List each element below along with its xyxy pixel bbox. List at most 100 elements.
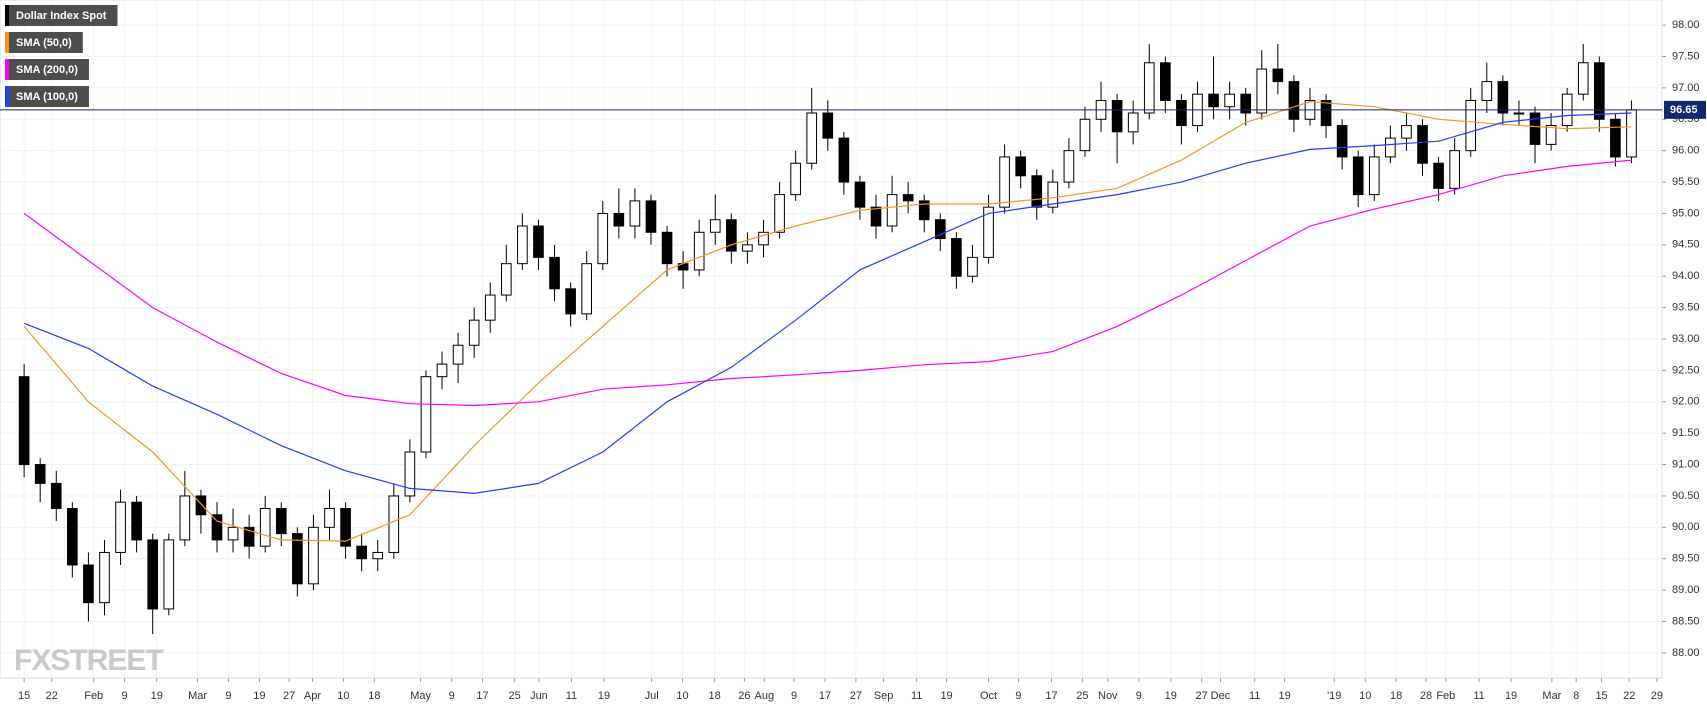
x-tick-label: 11 bbox=[911, 690, 922, 702]
candle-body bbox=[742, 244, 753, 252]
candle-body bbox=[372, 551, 384, 560]
candle-body bbox=[500, 263, 512, 296]
x-tick-label: 22 bbox=[46, 690, 58, 702]
candle-body bbox=[1497, 81, 1509, 114]
candle-body bbox=[436, 363, 448, 378]
candle-body bbox=[1385, 137, 1396, 158]
x-tick-label: 10 bbox=[337, 690, 349, 702]
candle-body bbox=[1256, 68, 1268, 114]
candle-body bbox=[1111, 99, 1123, 133]
y-tick-label: 95.50 bbox=[1672, 176, 1700, 188]
x-tick-label: 18 bbox=[709, 690, 721, 702]
x-tick-label: 22 bbox=[1623, 690, 1635, 702]
x-tick-label: 8 bbox=[1573, 690, 1579, 702]
candle-body bbox=[709, 219, 721, 233]
candle-body bbox=[693, 231, 705, 271]
x-tick-label: Dec bbox=[1211, 690, 1231, 702]
x-tick-label: Nov bbox=[1098, 690, 1118, 702]
candle-body bbox=[581, 263, 593, 315]
y-tick-label: 98.00 bbox=[1672, 19, 1700, 31]
legend-box bbox=[5, 32, 83, 53]
x-tick-label: 9 bbox=[122, 690, 128, 702]
legend-label: SMA (200,0) bbox=[16, 64, 78, 76]
y-tick-label: 93.00 bbox=[1672, 333, 1700, 345]
x-tick-label: 17 bbox=[819, 690, 831, 702]
candle-body bbox=[597, 212, 609, 265]
x-tick-label: 29 bbox=[1651, 690, 1663, 702]
x-tick-label: Feb bbox=[84, 690, 103, 702]
x-tick-label: 9 bbox=[449, 690, 455, 702]
candle-body bbox=[629, 200, 641, 227]
candle-body bbox=[967, 256, 978, 277]
x-tick-label: 9 bbox=[1136, 690, 1142, 702]
watermark: FXSTREET bbox=[14, 644, 163, 677]
candle-body bbox=[1577, 62, 1589, 95]
y-tick-label: 94.00 bbox=[1672, 270, 1700, 282]
x-tick-label: 17 bbox=[476, 690, 488, 702]
candle-body bbox=[67, 508, 78, 566]
candle-body bbox=[227, 526, 239, 541]
legend-swatch bbox=[5, 5, 9, 26]
candle-body bbox=[1593, 62, 1605, 120]
candle-body bbox=[1176, 99, 1187, 127]
candle-body bbox=[1545, 125, 1557, 145]
legend-swatch bbox=[5, 59, 9, 80]
sma-line bbox=[23, 159, 1632, 407]
candle-body bbox=[533, 225, 544, 258]
y-tick-label: 90.00 bbox=[1672, 521, 1700, 533]
y-tick-label: 88.00 bbox=[1672, 647, 1700, 659]
candle-body bbox=[308, 526, 319, 585]
candle-body bbox=[484, 294, 496, 321]
y-tick-label: 89.00 bbox=[1672, 584, 1700, 596]
x-tick-label: 19 bbox=[253, 690, 265, 702]
candle-body bbox=[1160, 62, 1171, 101]
x-tick-label: 11 bbox=[1249, 690, 1260, 702]
y-tick-label: 89.50 bbox=[1672, 553, 1700, 565]
candle-body bbox=[18, 376, 30, 466]
x-tick-label: 19 bbox=[1505, 690, 1517, 702]
x-tick-label: 11 bbox=[566, 690, 577, 702]
candle-body bbox=[902, 194, 914, 202]
legend-box bbox=[5, 59, 89, 80]
sma-line bbox=[23, 112, 1632, 495]
candle-body bbox=[1368, 156, 1380, 196]
candle-body bbox=[1208, 93, 1219, 108]
candle-body bbox=[211, 514, 223, 541]
candle-body bbox=[1015, 156, 1026, 177]
candle-body bbox=[886, 194, 898, 227]
y-tick-label: 92.50 bbox=[1672, 364, 1700, 376]
x-tick-label: Sep bbox=[874, 690, 894, 702]
candle-body bbox=[50, 482, 62, 509]
candle-body bbox=[870, 206, 882, 227]
candle-body bbox=[661, 231, 673, 265]
x-tick-label: 19 bbox=[598, 690, 610, 702]
legend-swatch bbox=[5, 86, 9, 107]
candle-body bbox=[999, 156, 1010, 208]
candle-body bbox=[1352, 156, 1364, 196]
candle-body bbox=[420, 376, 432, 453]
candle-body bbox=[1272, 68, 1284, 83]
candle-body bbox=[163, 539, 175, 610]
candle-body bbox=[83, 564, 94, 604]
candle-body bbox=[324, 508, 335, 528]
x-tick-label: 17 bbox=[1045, 690, 1057, 702]
candle-body bbox=[983, 206, 994, 258]
y-tick-label: 90.50 bbox=[1672, 490, 1700, 502]
legend-label: SMA (100,0) bbox=[16, 91, 78, 103]
sma-line bbox=[23, 101, 1632, 542]
candle-body bbox=[1481, 81, 1493, 101]
candle-body bbox=[468, 319, 480, 346]
x-tick-label: 19 bbox=[940, 690, 952, 702]
candle-body bbox=[1433, 162, 1444, 189]
candle-body bbox=[452, 344, 464, 365]
x-tick-label: 15 bbox=[18, 690, 30, 702]
candle-body bbox=[1449, 150, 1460, 189]
x-tick-label: 11 bbox=[1473, 690, 1484, 702]
y-tick-label: 91.50 bbox=[1672, 427, 1700, 439]
candle-body bbox=[1336, 125, 1348, 158]
candle-body bbox=[517, 225, 528, 265]
x-tick-label: Apr bbox=[304, 690, 321, 702]
candle-body bbox=[131, 501, 142, 541]
